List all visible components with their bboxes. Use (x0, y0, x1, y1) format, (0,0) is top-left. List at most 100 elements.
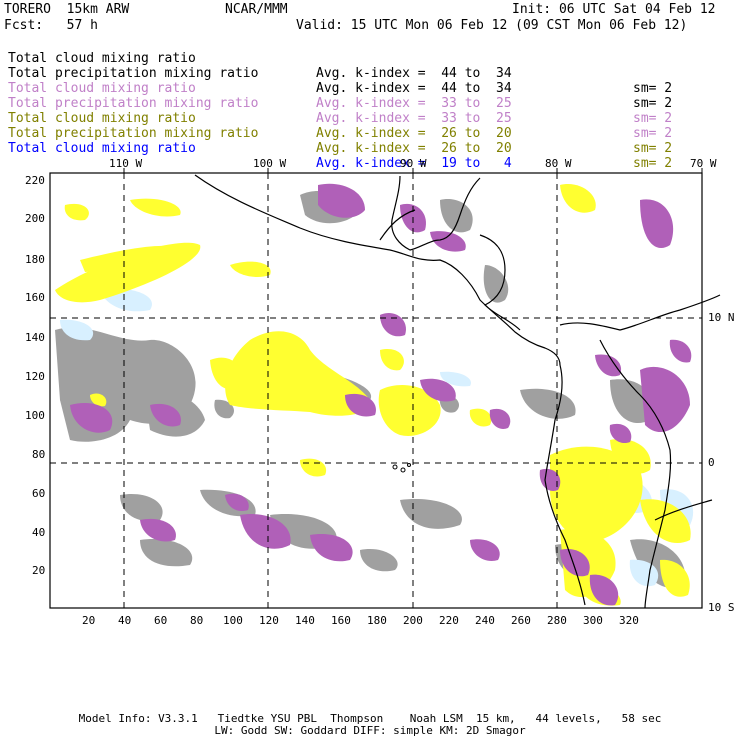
model-info: Model Info: V3.3.1 Tiedtke YSU PBL Thomp… (78, 712, 662, 725)
coastline-south-america-north (559, 294, 721, 331)
cloud-patch (430, 231, 466, 252)
x-tick-label: 320 (619, 614, 639, 627)
legend-smoothing: sm= 2 (633, 96, 673, 111)
cloud-patch (560, 184, 596, 213)
longitude-label: 90 W (400, 157, 427, 170)
init-time: Init: 06 UTC Sat 04 Feb 12 (512, 2, 716, 17)
legend-row: Total precipitation mixing ratio Avg. k-… (8, 111, 672, 186)
y-tick-label: 80 (32, 448, 46, 461)
x-tick-label: 140 (295, 614, 315, 627)
valid-time: Valid: 15 UTC Mon 06 Feb 12 (09 CST Mon … (296, 18, 688, 33)
forecast-hour: Fcst: 57 h (4, 18, 98, 33)
cloud-patch (439, 394, 460, 413)
map-frame (49, 172, 703, 609)
y-tick-label: 120 (25, 370, 45, 383)
legend-smoothing: sm= 2 (633, 126, 673, 141)
legend-row: Total cloud mixing ratio Avg. k-index = … (8, 66, 672, 141)
cloud-patch (420, 378, 456, 402)
cloud-patch (60, 398, 130, 442)
cloud-patch (345, 393, 376, 417)
x-tick-label: 80 (190, 614, 204, 627)
cloud-patch (600, 474, 652, 514)
cloud-patch (90, 393, 107, 407)
cloud-patch (140, 539, 193, 567)
cloud-mixing-gray-layer (55, 190, 686, 588)
cloud-patch (230, 261, 271, 277)
cloud-patch (640, 366, 690, 433)
legend-range: Avg. k-index = 44 to 34 (316, 66, 512, 81)
legend-row: Total cloud mixing ratio Avg. k-index = … (8, 36, 672, 111)
cloud-patch (440, 199, 473, 233)
lat-lon-grid (50, 173, 702, 608)
border-line (379, 209, 416, 241)
legend-field: Total cloud mixing ratio (8, 51, 196, 66)
x-tick-label: 280 (547, 614, 567, 627)
cloud-patch (130, 198, 181, 217)
cloud-patch (300, 458, 327, 477)
cloud-patch (610, 439, 651, 474)
cloud-patch (55, 327, 196, 424)
cloud-patch (483, 265, 509, 303)
y-tick-label: 40 (32, 526, 46, 539)
cloud-patch (580, 584, 621, 606)
cloud-patch (400, 499, 462, 529)
legend-range: Avg. k-index = 26 to 20 (316, 141, 512, 156)
galapagos-islands (392, 463, 411, 473)
cloud-patch (100, 288, 152, 312)
x-tick-label: 260 (511, 614, 531, 627)
longitude-label: 80 W (545, 157, 572, 170)
cloud-patch (270, 514, 337, 549)
cloud-patch (380, 349, 404, 371)
x-tick-label: 220 (439, 614, 459, 627)
legend-range: Avg. k-index = 19 to 4 (316, 156, 512, 171)
cloud-patch (80, 245, 180, 272)
legend-range: Avg. k-index = 33 to 25 (316, 96, 512, 111)
cloud-patch (539, 468, 561, 491)
cloud-patch (225, 331, 371, 416)
y-tick-label: 100 (25, 409, 45, 422)
border-andes (599, 339, 672, 609)
y-tick-label: 220 (25, 174, 45, 187)
cloud-patch (145, 391, 205, 437)
x-tick-label: 100 (223, 614, 243, 627)
cloud-patch (140, 518, 176, 542)
cloud-patch (214, 399, 235, 419)
legend-row: Total precipitation mixing ratio Avg. k-… (8, 81, 672, 156)
legend-field: Total cloud mixing ratio (8, 111, 196, 126)
coastline-yucatan (391, 175, 481, 251)
cloud-patch (200, 489, 256, 517)
cloud-patch (400, 203, 426, 233)
x-tick-label: 200 (403, 614, 423, 627)
legend-range: Avg. k-index = 33 to 25 (316, 111, 512, 126)
legend-range: Avg. k-index = 26 to 20 (316, 126, 512, 141)
cloud-patch (120, 494, 163, 522)
x-tick-label: 60 (154, 614, 168, 627)
cloud-patch (640, 499, 691, 544)
cloud-mixing-lightblue-layer (60, 288, 694, 587)
cloud-patch (660, 559, 690, 597)
latitude-label: 10 N (708, 311, 735, 324)
cloud-patch (560, 529, 616, 598)
x-tick-label: 20 (82, 614, 96, 627)
longitude-label: 100 W (253, 157, 287, 170)
legend-smoothing: sm= 2 (633, 141, 673, 156)
x-tick-label: 240 (475, 614, 495, 627)
cloud-patch (469, 408, 492, 427)
cloud-patch (589, 574, 619, 606)
cloud-patch (280, 370, 372, 404)
cloud-patch (150, 403, 181, 427)
legend-row: Total cloud mixing ratio Avg. k-index = … (8, 126, 512, 201)
y-tick-label: 200 (25, 212, 45, 225)
cloud-patch (55, 242, 201, 303)
x-tick-label: 40 (118, 614, 132, 627)
legend-range: Avg. k-index = 44 to 34 (316, 81, 512, 96)
cloud-patch (550, 446, 643, 541)
cloud-patch (660, 489, 694, 526)
latitude-label: 10 S (708, 601, 735, 614)
cloud-patch (609, 423, 632, 444)
coastlines (194, 174, 721, 609)
coastline-caribbean (479, 234, 521, 331)
cloud-patch (70, 402, 113, 433)
cloud-patch (520, 388, 576, 419)
cloud-patch (378, 385, 441, 436)
